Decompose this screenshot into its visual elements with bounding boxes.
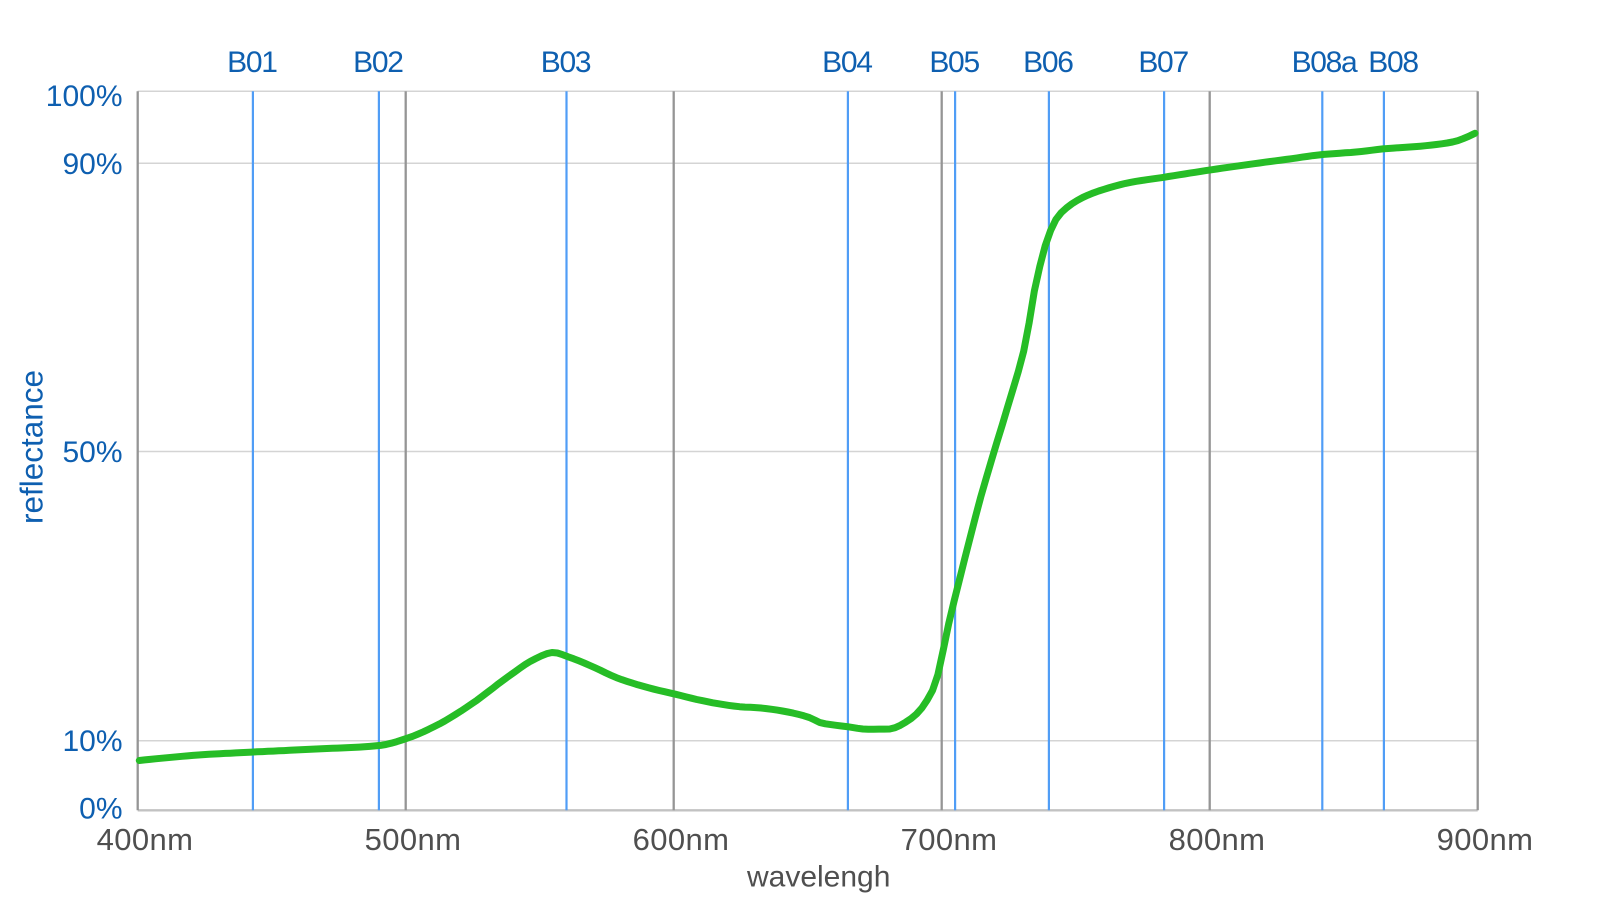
svg-text:600nm: 600nm xyxy=(633,822,730,857)
svg-text:B07: B07 xyxy=(1138,46,1188,79)
svg-text:500nm: 500nm xyxy=(365,822,462,857)
svg-text:reflectance: reflectance xyxy=(14,370,50,524)
svg-text:50%: 50% xyxy=(62,436,122,469)
svg-text:B05: B05 xyxy=(929,46,979,79)
svg-text:900nm: 900nm xyxy=(1437,822,1534,857)
svg-text:0%: 0% xyxy=(79,793,122,826)
svg-text:wavelengh: wavelengh xyxy=(746,861,890,894)
svg-text:90%: 90% xyxy=(62,148,122,181)
svg-text:400nm: 400nm xyxy=(97,822,194,857)
svg-text:B04: B04 xyxy=(822,46,872,79)
svg-text:800nm: 800nm xyxy=(1169,822,1266,857)
svg-text:700nm: 700nm xyxy=(901,822,998,857)
svg-text:B03: B03 xyxy=(541,46,591,79)
svg-text:B01: B01 xyxy=(227,46,277,79)
svg-text:100%: 100% xyxy=(46,80,123,113)
svg-text:10%: 10% xyxy=(62,725,122,758)
svg-text:B08a: B08a xyxy=(1292,46,1358,79)
svg-text:B02: B02 xyxy=(353,46,403,79)
svg-text:B08: B08 xyxy=(1368,46,1418,79)
svg-text:B06: B06 xyxy=(1023,46,1073,79)
